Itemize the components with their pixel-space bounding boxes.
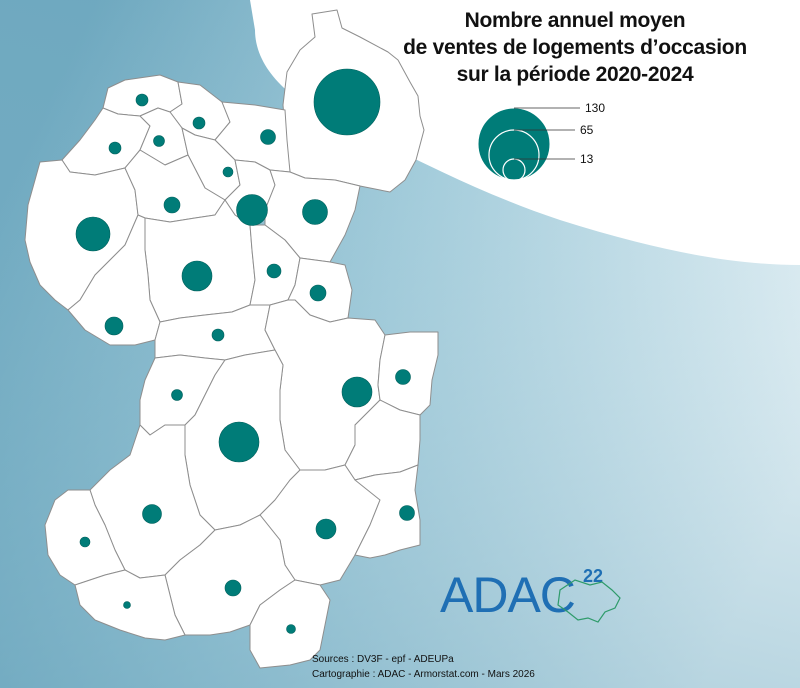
bubble (211, 328, 225, 342)
bubble (163, 196, 181, 214)
bubble (315, 518, 337, 540)
bubble (302, 199, 328, 225)
bubble (309, 284, 327, 302)
bubble (218, 421, 260, 463)
bubble (399, 505, 415, 521)
bubble (224, 579, 242, 597)
bubble (313, 68, 381, 136)
bubble (260, 129, 276, 145)
legend-label-13: 13 (580, 152, 594, 166)
sources: Sources : DV3F - epf - ADEUPa Cartograph… (312, 654, 535, 680)
bubble (79, 536, 91, 548)
title-line-2: de ventes de logements d’occasion (403, 36, 747, 59)
bubble (266, 263, 282, 279)
legend: 130 65 13 (477, 101, 605, 182)
commune-east-4 (354, 464, 421, 559)
bubble (153, 135, 165, 147)
logo-number: 22 (583, 566, 603, 586)
bubble (222, 166, 234, 178)
bubble (341, 376, 373, 408)
commune-south-1 (249, 579, 331, 669)
legend-bubble-large (477, 107, 551, 181)
department-outline-icon (557, 579, 621, 623)
bubble (104, 316, 124, 336)
bubble (75, 216, 111, 252)
bubble (171, 389, 183, 401)
sources-line-1: Sources : DV3F - epf - ADEUPa (312, 654, 454, 665)
bubble (286, 624, 296, 634)
title-line-1: Nombre annuel moyen (465, 9, 686, 32)
map-title: Nombre annuel moyen de ventes de logemen… (403, 9, 747, 86)
bubble (192, 116, 206, 130)
bubble (123, 601, 131, 609)
legend-label-130: 130 (585, 101, 605, 115)
bubble (236, 194, 268, 226)
bubble (395, 369, 411, 385)
sources-line-2: Cartographie : ADAC - Armorstat.com - Ma… (312, 669, 535, 680)
logo-text: ADAC (440, 567, 575, 623)
legend-label-65: 65 (580, 123, 594, 137)
bubbles-layer (75, 68, 415, 634)
bubble (108, 141, 122, 155)
adac-logo: ADAC 22 (440, 566, 621, 623)
bubble (181, 260, 213, 292)
bubble (142, 504, 162, 524)
title-line-3: sur la période 2020-2024 (457, 63, 694, 86)
bubble (135, 93, 149, 107)
